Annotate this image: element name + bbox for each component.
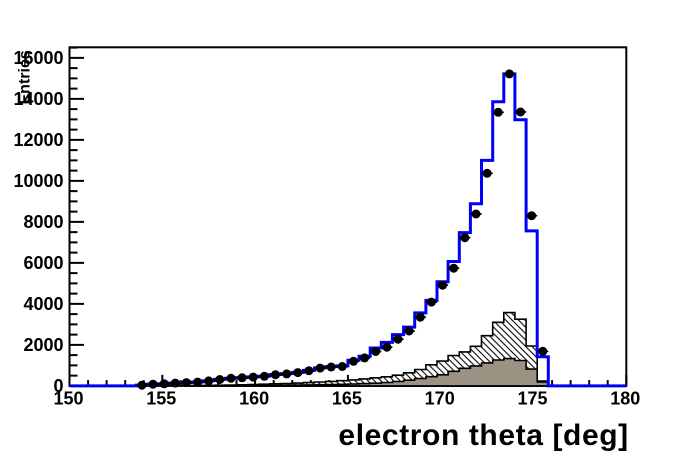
svg-text:0: 0	[53, 376, 63, 396]
svg-text:16000: 16000	[13, 48, 63, 68]
svg-text:150: 150	[53, 389, 83, 409]
svg-text:170: 170	[425, 389, 455, 409]
svg-text:6000: 6000	[23, 253, 63, 273]
svg-text:160: 160	[239, 389, 269, 409]
svg-text:electron theta [deg]: electron theta [deg]	[338, 419, 628, 452]
svg-text:180: 180	[610, 389, 640, 409]
svg-text:8000: 8000	[23, 212, 63, 232]
svg-text:14000: 14000	[13, 89, 63, 109]
svg-text:Entries: Entries	[17, 50, 34, 104]
svg-text:165: 165	[332, 389, 362, 409]
svg-text:10000: 10000	[13, 171, 63, 191]
svg-text:2000: 2000	[23, 335, 63, 355]
svg-text:155: 155	[146, 389, 176, 409]
svg-text:12000: 12000	[13, 130, 63, 150]
svg-text:4000: 4000	[23, 294, 63, 314]
svg-text:175: 175	[517, 389, 547, 409]
